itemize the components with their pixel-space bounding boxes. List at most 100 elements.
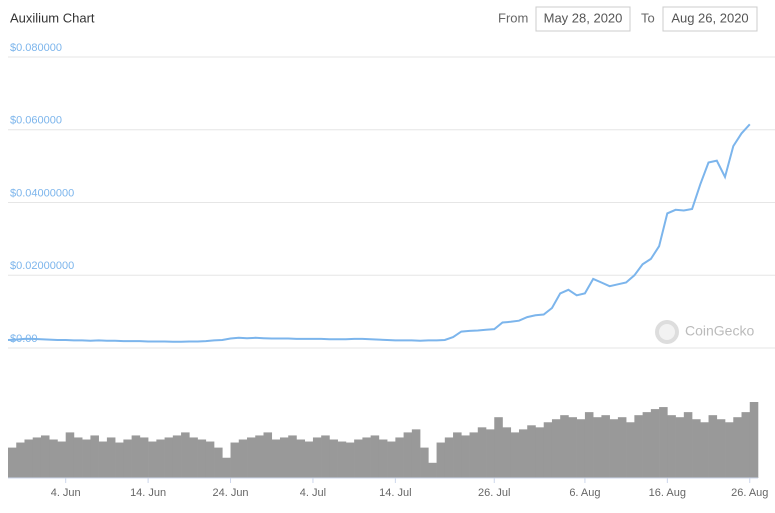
volume-bar (420, 447, 429, 478)
volume-bar (527, 425, 536, 478)
volume-bar (659, 407, 668, 478)
volume-bar (543, 422, 553, 478)
x-tick-label: 24. Jun (212, 487, 248, 499)
volume-bar (716, 419, 726, 478)
volume-bar (65, 432, 75, 478)
chart-title: Auxilium Chart (10, 10, 95, 25)
volume-bar (617, 417, 627, 478)
volume-bar (486, 429, 495, 478)
volume-bar (749, 402, 759, 478)
volume-bar (230, 442, 240, 478)
volume-bar (518, 429, 528, 478)
volume-bar (494, 417, 503, 478)
volume-bar (197, 439, 207, 478)
volume-bar (131, 435, 141, 478)
volume-bar (584, 412, 594, 478)
volume-bar (255, 435, 264, 478)
volume-bar (181, 432, 190, 478)
volume-bar (156, 439, 165, 478)
volume-bar (444, 437, 454, 478)
volume-bar (551, 419, 561, 478)
volume-bar (312, 437, 322, 478)
volume-bar (222, 457, 231, 478)
volume-bar (626, 422, 635, 478)
volume-bar (247, 437, 256, 478)
volume-bar (304, 441, 314, 478)
y-tick-label: $0.04000000 (10, 187, 74, 199)
volume-bar (148, 441, 157, 478)
volume-bar (73, 437, 83, 478)
volume-bar (24, 439, 34, 478)
volume-bar (609, 419, 619, 478)
volume-bar (502, 427, 512, 478)
volume-bar (560, 415, 569, 478)
volume-bar (172, 435, 182, 478)
watermark: CoinGecko (685, 323, 754, 339)
volume-bar (123, 439, 132, 478)
volume-bar (469, 432, 479, 478)
from-label: From (498, 10, 528, 25)
volume-bar (345, 442, 355, 478)
x-tick-label: 26. Aug (731, 487, 768, 499)
volume-bar (57, 441, 66, 478)
volume-bar (40, 435, 50, 478)
to-date[interactable]: Aug 26, 2020 (671, 10, 748, 25)
volume-bar (337, 441, 347, 478)
volume-bar (49, 439, 58, 478)
volume-bar (189, 437, 198, 478)
volume-bar (205, 441, 215, 478)
volume-bar (90, 435, 99, 478)
volume-bar (683, 412, 693, 478)
from-date[interactable]: May 28, 2020 (544, 10, 623, 25)
volume-bar (642, 412, 652, 478)
volume-bar (436, 442, 446, 478)
x-tick-label: 16. Aug (649, 487, 686, 499)
volume-bar (634, 415, 643, 478)
price-line (7, 123, 751, 343)
x-tick-label: 4. Jul (300, 487, 326, 499)
volume-bar (568, 417, 577, 478)
volume-bar (214, 447, 223, 478)
volume-bar (741, 412, 751, 478)
x-tick-label: 4. Jun (51, 487, 81, 499)
volume-bar (675, 417, 685, 478)
x-tick-label: 6. Aug (569, 487, 600, 499)
volume-bar (700, 422, 709, 478)
volume-bar (576, 419, 586, 478)
volume-bar (139, 437, 149, 478)
y-tick-label: $0.080000 (10, 42, 62, 54)
volume-bar (667, 415, 676, 478)
from-input[interactable] (535, 6, 631, 32)
volume-bar (692, 419, 701, 478)
volume-bar (477, 427, 487, 478)
volume-bar (98, 441, 108, 478)
volume-bar (279, 437, 289, 478)
volume-bar (362, 437, 371, 478)
volume-bar (708, 415, 718, 478)
volume-bar (16, 442, 25, 478)
volume-bar (115, 442, 124, 478)
volume-bar (725, 422, 734, 478)
volume-bar (387, 441, 396, 478)
volume-bar (321, 435, 330, 478)
volume-bar (650, 409, 660, 478)
volume-bar (8, 447, 17, 478)
volume-bar (354, 439, 363, 478)
volume-bar (288, 435, 297, 478)
volume-bar (593, 417, 602, 478)
to-label: To (641, 10, 655, 25)
volume-bar (82, 439, 91, 478)
volume-bar (263, 432, 273, 478)
volume-bar (733, 417, 742, 478)
watermark-logo-inner (659, 324, 675, 340)
volume-bar (271, 439, 281, 478)
x-tick-label: 14. Jul (379, 487, 411, 499)
to-input[interactable] (662, 6, 758, 32)
volume-bar (510, 432, 520, 478)
volume-bar (296, 439, 306, 478)
volume-bar (32, 437, 42, 478)
volume-bar (535, 427, 545, 478)
volume-bar (164, 437, 174, 478)
volume-bar (601, 415, 610, 478)
